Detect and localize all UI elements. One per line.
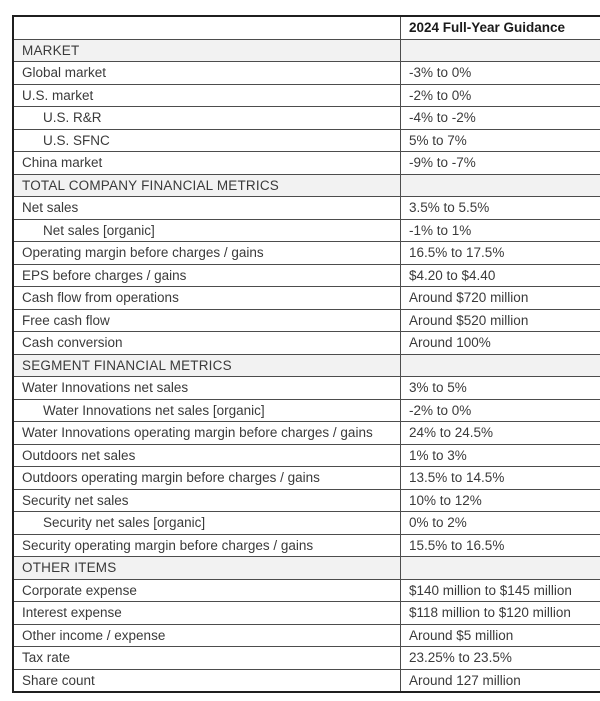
table-row: EPS before charges / gains $4.20 to $4.40 — [12, 263, 600, 287]
metric-label-cell: China market — [12, 151, 401, 175]
table-row: China market -9% to -7% — [12, 151, 600, 175]
metric-label-cell: Cash flow from operations — [12, 286, 401, 310]
guidance-value-cell: 3.5% to 5.5% — [400, 196, 600, 220]
section-title-cell: MARKET — [12, 38, 401, 62]
guidance-value-cell: -2% to 0% — [400, 398, 600, 422]
guidance-value-cell: -2% to 0% — [400, 83, 600, 107]
header-guidance-cell: 2024 Full-Year Guidance — [400, 15, 600, 40]
table-row: U.S. R&R -4% to -2% — [12, 106, 600, 130]
guidance-value-cell: 23.25% to 23.5% — [400, 646, 600, 670]
section-header-row: SEGMENT FINANCIAL METRICS — [12, 353, 600, 377]
table-row: Net sales 3.5% to 5.5% — [12, 196, 600, 220]
guidance-value-cell: $140 million to $145 million — [400, 578, 600, 602]
metric-label-cell: Tax rate — [12, 646, 401, 670]
metric-label-cell: Share count — [12, 668, 401, 693]
guidance-value-cell: 15.5% to 16.5% — [400, 533, 600, 557]
table-row: Tax rate 23.25% to 23.5% — [12, 646, 600, 670]
table-row: Security net sales 10% to 12% — [12, 488, 600, 512]
guidance-value-cell: $118 million to $120 million — [400, 601, 600, 625]
table-head: 2024 Full-Year Guidance — [12, 15, 600, 40]
section-header-row: OTHER ITEMS — [12, 556, 600, 580]
metric-label-cell: U.S. R&R — [12, 106, 401, 130]
guidance-value-cell: $4.20 to $4.40 — [400, 263, 600, 287]
guidance-value-cell: Around $5 million — [400, 623, 600, 647]
section-header-row: TOTAL COMPANY FINANCIAL METRICS — [12, 173, 600, 197]
table-row: U.S. SFNC 5% to 7% — [12, 128, 600, 152]
metric-label-cell: Water Innovations net sales [organic] — [12, 398, 401, 422]
metric-label-cell: Outdoors operating margin before charges… — [12, 466, 401, 490]
table-row: Net sales [organic] -1% to 1% — [12, 218, 600, 242]
metric-label-cell: Security net sales — [12, 488, 401, 512]
table-header-row: 2024 Full-Year Guidance — [12, 15, 600, 40]
metric-label-cell: EPS before charges / gains — [12, 263, 401, 287]
table-row: Cash flow from operations Around $720 mil… — [12, 286, 600, 310]
table-row: Water Innovations operating margin befor… — [12, 421, 600, 445]
table-row: Global market -3% to 0% — [12, 61, 600, 85]
table-row: Free cash flow Around $520 million — [12, 308, 600, 332]
guidance-value-cell: 3% to 5% — [400, 376, 600, 400]
header-metric-cell — [12, 15, 401, 40]
metric-label-cell: Net sales [organic] — [12, 218, 401, 242]
table-row: Share count Around 127 million — [12, 668, 600, 693]
metric-label-cell: Operating margin before charges / gains — [12, 241, 401, 265]
metric-label-cell: Security net sales [organic] — [12, 511, 401, 535]
guidance-value-cell: 24% to 24.5% — [400, 421, 600, 445]
section-header-row: MARKET — [12, 38, 600, 62]
table-row: Operating margin before charges / gains 1… — [12, 241, 600, 265]
guidance-value-cell: 5% to 7% — [400, 128, 600, 152]
table-row: Outdoors net sales 1% to 3% — [12, 443, 600, 467]
section-title-cell: SEGMENT FINANCIAL METRICS — [12, 353, 401, 377]
metric-label-cell: Corporate expense — [12, 578, 401, 602]
metric-label-cell: Water Innovations operating margin befor… — [12, 421, 401, 445]
section-title-cell: TOTAL COMPANY FINANCIAL METRICS — [12, 173, 401, 197]
table-row: Security net sales [organic] 0% to 2% — [12, 511, 600, 535]
metric-label-cell: Security operating margin before charges… — [12, 533, 401, 557]
metric-label-cell: Other income / expense — [12, 623, 401, 647]
guidance-value-cell: -4% to -2% — [400, 106, 600, 130]
metric-label-cell: Water Innovations net sales — [12, 376, 401, 400]
guidance-value-cell: Around 127 million — [400, 668, 600, 693]
guidance-value-cell: 0% to 2% — [400, 511, 600, 535]
metric-label-cell: Free cash flow — [12, 308, 401, 332]
section-title-cell: OTHER ITEMS — [12, 556, 401, 580]
guidance-value-cell — [400, 38, 600, 62]
guidance-value-cell: 1% to 3% — [400, 443, 600, 467]
table-body: MARKET Global market -3% to 0% U.S. market -… — [12, 38, 600, 693]
guidance-value-cell: Around $520 million — [400, 308, 600, 332]
guidance-value-cell: 13.5% to 14.5% — [400, 466, 600, 490]
guidance-table: 2024 Full-Year Guidance MARKET Global mar… — [12, 15, 600, 693]
guidance-value-cell — [400, 173, 600, 197]
table-row: Water Innovations net sales 3% to 5% — [12, 376, 600, 400]
guidance-value-cell: 16.5% to 17.5% — [400, 241, 600, 265]
guidance-value-cell: 10% to 12% — [400, 488, 600, 512]
table-row: Interest expense $118 million to $120 mil… — [12, 601, 600, 625]
metric-label-cell: U.S. market — [12, 83, 401, 107]
metric-label-cell: Global market — [12, 61, 401, 85]
guidance-value-cell: -3% to 0% — [400, 61, 600, 85]
guidance-value-cell: Around 100% — [400, 331, 600, 355]
guidance-value-cell — [400, 556, 600, 580]
table-row: Corporate expense $140 million to $145 mi… — [12, 578, 600, 602]
metric-label-cell: Cash conversion — [12, 331, 401, 355]
table-row: U.S. market -2% to 0% — [12, 83, 600, 107]
table-row: Other income / expense Around $5 million — [12, 623, 600, 647]
table-row: Outdoors operating margin before charges… — [12, 466, 600, 490]
guidance-value-cell: -9% to -7% — [400, 151, 600, 175]
metric-label-cell: Outdoors net sales — [12, 443, 401, 467]
metric-label-cell: Net sales — [12, 196, 401, 220]
guidance-value-cell: Around $720 million — [400, 286, 600, 310]
table-row: Water Innovations net sales [organic] -2%… — [12, 398, 600, 422]
metric-label-cell: U.S. SFNC — [12, 128, 401, 152]
table-row: Cash conversion Around 100% — [12, 331, 600, 355]
table-row: Security operating margin before charges… — [12, 533, 600, 557]
guidance-value-cell: -1% to 1% — [400, 218, 600, 242]
metric-label-cell: Interest expense — [12, 601, 401, 625]
guidance-value-cell — [400, 353, 600, 377]
